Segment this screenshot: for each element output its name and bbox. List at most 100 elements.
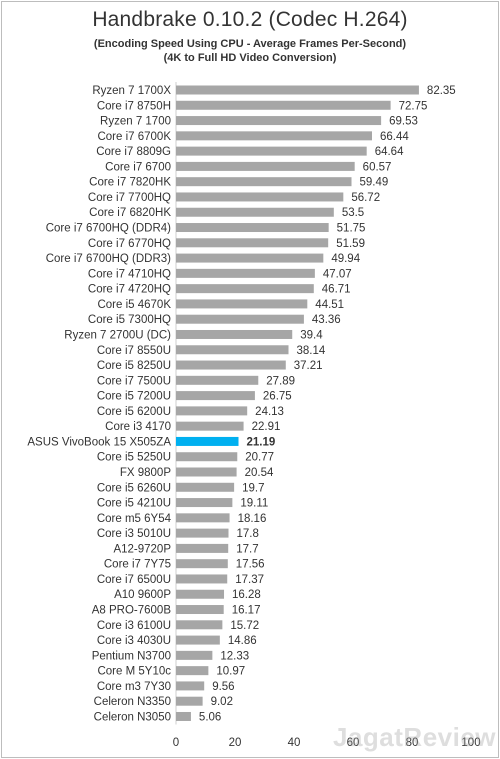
- value-label: 20.77: [245, 452, 274, 464]
- category-label: Core i3 4030U: [97, 635, 171, 647]
- bar: [176, 375, 259, 385]
- value-label: 22.91: [252, 421, 281, 433]
- value-label: 56.72: [351, 192, 380, 204]
- bar: [176, 131, 372, 141]
- category-label: Core i5 8250U: [97, 360, 171, 372]
- value-label: 82.35: [427, 85, 456, 97]
- bar: [176, 345, 289, 355]
- category-label: Core i5 7300HQ: [88, 314, 171, 326]
- bar: [176, 543, 229, 553]
- bar: [176, 391, 255, 401]
- chart-title: Handbrake 0.10.2 (Codec H.264): [92, 8, 408, 31]
- value-label: 72.75: [399, 100, 428, 112]
- category-label: Core i3 6100U: [97, 620, 171, 632]
- bar: [176, 161, 355, 171]
- value-label: 20.54: [245, 467, 274, 479]
- value-label: 16.28: [232, 589, 261, 601]
- bar: [176, 696, 203, 706]
- value-label: 15.72: [230, 620, 259, 632]
- chart-subtitle-2: (4K to Full HD Video Conversion): [163, 52, 337, 64]
- category-label: Core i7 6820HK: [89, 207, 171, 219]
- bar: [176, 467, 237, 477]
- value-label: 53.5: [342, 207, 364, 219]
- category-label: Core i7 6700HQ (DDR4): [46, 223, 171, 235]
- category-label: Core i7 6770HQ: [88, 238, 171, 250]
- category-label: A12-9720P: [113, 543, 171, 555]
- category-label: Core i7 6700K: [97, 131, 171, 143]
- value-label: 44.51: [315, 299, 344, 311]
- category-label: A10 9600P: [114, 589, 171, 601]
- bar: [176, 314, 304, 324]
- value-label: 51.75: [337, 223, 366, 235]
- bar: [176, 620, 223, 630]
- bar: [176, 650, 213, 660]
- category-label: Core i7 7700HQ: [88, 192, 171, 204]
- value-label: 46.71: [322, 284, 351, 296]
- bar: [176, 146, 367, 156]
- category-label: Core i7 8550U: [97, 345, 171, 357]
- value-label: 18.16: [238, 513, 267, 525]
- category-label: Core i5 7200U: [97, 391, 171, 403]
- bar: [176, 482, 235, 492]
- category-label: Core i5 6260U: [97, 482, 171, 494]
- bar: [176, 329, 293, 339]
- chart-subtitle: (Encoding Speed Using CPU - Average Fram…: [93, 38, 407, 50]
- category-label: Core i7 8750H: [97, 100, 171, 112]
- category-label: Core i7 7820HK: [89, 177, 171, 189]
- bar: [176, 528, 229, 538]
- bar: [176, 253, 324, 263]
- bar: [176, 268, 315, 278]
- category-label: Ryzen 7 2700U (DC): [64, 329, 171, 341]
- bar: [176, 681, 205, 691]
- bar: [176, 360, 286, 370]
- value-label: 24.13: [255, 406, 284, 418]
- value-label: 39.4: [300, 329, 323, 341]
- bar: [176, 177, 352, 187]
- value-label: 12.33: [220, 650, 249, 662]
- x-tick-label: 20: [229, 737, 242, 749]
- value-label: 17.37: [235, 574, 264, 586]
- bar: [176, 100, 391, 110]
- bar: [176, 299, 308, 309]
- category-label: Core i7 6700HQ (DDR3): [46, 253, 171, 265]
- category-label: Core i5 5250U: [97, 452, 171, 464]
- bar: [176, 574, 228, 584]
- category-label: Core i7 8809G: [96, 146, 171, 158]
- bar: [176, 605, 224, 615]
- category-label: Core i7 7500U: [97, 375, 171, 387]
- category-label: Core m5 6Y54: [97, 513, 172, 525]
- category-label: Core i5 4210U: [97, 498, 171, 510]
- category-label: Core i7 7Y75: [104, 559, 171, 571]
- x-tick-label: 100: [461, 737, 480, 749]
- category-label: Core M 5Y10c: [97, 666, 171, 678]
- category-label: Core i7 6700: [105, 161, 171, 173]
- value-label: 10.97: [216, 666, 245, 678]
- watermark-logo: JagatReview: [333, 722, 497, 752]
- bar: [176, 421, 244, 431]
- value-label: 14.86: [228, 635, 257, 647]
- bar: [176, 284, 314, 294]
- value-label: 59.49: [359, 177, 388, 189]
- value-label: 17.8: [237, 528, 259, 540]
- bar: [176, 406, 248, 416]
- category-label: FX 9800P: [120, 467, 171, 479]
- value-label: 69.53: [389, 116, 418, 128]
- value-label: 27.89: [266, 375, 295, 387]
- bar: [176, 192, 344, 202]
- bar: [176, 513, 230, 523]
- bar: [176, 666, 209, 676]
- value-label: 49.94: [331, 253, 360, 265]
- value-label: 64.64: [375, 146, 404, 158]
- bar: [176, 635, 220, 645]
- value-label: 9.56: [212, 681, 234, 693]
- bar: [176, 589, 225, 599]
- value-label: 43.36: [312, 314, 341, 326]
- bar-highlight: [176, 436, 239, 446]
- x-tick-label: 0: [173, 737, 179, 749]
- bar: [176, 207, 334, 217]
- category-label: ASUS VivoBook 15 X505ZA: [27, 436, 171, 448]
- x-tick-label: 40: [288, 737, 301, 749]
- value-label: 26.75: [263, 391, 292, 403]
- value-label: 5.06: [199, 711, 221, 723]
- category-label: Ryzen 7 1700: [100, 116, 171, 128]
